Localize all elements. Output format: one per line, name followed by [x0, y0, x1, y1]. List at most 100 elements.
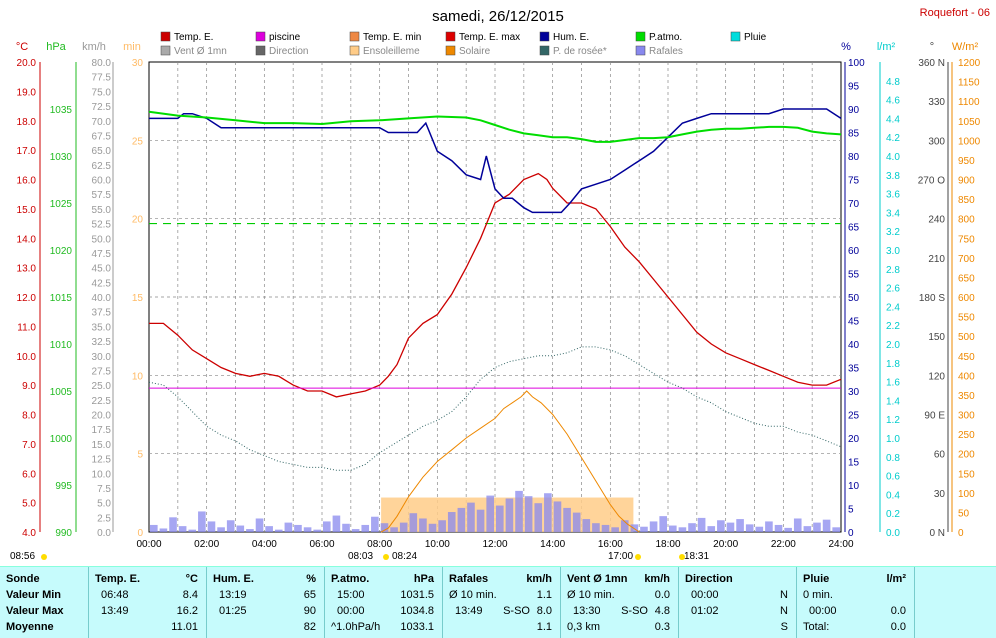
hpa-tick-label: 1015 — [50, 293, 73, 304]
legend-swatch-8 — [255, 45, 266, 56]
vent-max-time: 13:30 — [573, 605, 601, 617]
gust-bar — [563, 507, 571, 532]
rain-tick-label: 4.8 — [886, 77, 900, 88]
rain-tick-label: 4.4 — [886, 114, 900, 125]
stats-header-rafales: Rafales — [449, 573, 489, 585]
deg-tick-label: 240 — [928, 215, 945, 226]
kmh-tick-label: 10.0 — [92, 469, 112, 480]
raf-max-time: 13:49 — [455, 605, 483, 617]
annotation-time-1: 08:03 — [348, 551, 373, 562]
gust-bar — [265, 526, 273, 532]
legend-swatch-12 — [635, 45, 646, 56]
rain-tick-label: 1.2 — [886, 415, 900, 426]
gust-bar — [659, 516, 667, 532]
temp-tick-label: 16.0 — [17, 176, 37, 187]
gust-bar — [707, 526, 716, 532]
wm2-unit-label: W/m² — [952, 41, 979, 53]
x-tick-label: 10:00 — [425, 539, 450, 550]
gust-bar — [178, 526, 187, 532]
pct-tick-label: 45 — [848, 317, 860, 328]
pct-tick-label: 85 — [848, 129, 860, 140]
deg-unit-label: ° — [930, 41, 934, 53]
wm2-tick-label: 100 — [958, 489, 975, 500]
hpa-tick-label: 995 — [55, 481, 72, 492]
stats-unit-rafales: km/h — [526, 573, 552, 585]
temp-min-value: 8.4 — [182, 589, 198, 601]
deg-tick-label: 120 — [928, 371, 945, 382]
kmh-tick-label: 7.5 — [97, 484, 111, 495]
x-tick-label: 14:00 — [540, 539, 565, 550]
deg-tick-label: 180 S — [919, 293, 945, 304]
stats-header-sonde: Sonde — [6, 573, 40, 585]
rain-tick-label: 3.6 — [886, 190, 900, 201]
wm2-tick-label: 350 — [958, 391, 975, 402]
legend-label-10: Solaire — [459, 46, 491, 57]
min-tick-label: 0 — [137, 528, 143, 539]
deg-tick-label: 150 — [928, 332, 945, 343]
gust-bar — [582, 519, 591, 532]
gust-bar — [793, 518, 802, 532]
rain-tick-label: 2.8 — [886, 265, 900, 276]
temp-unit-label: °C — [16, 41, 28, 53]
gust-bar — [745, 524, 754, 532]
hum-min-value: 65 — [303, 589, 316, 601]
legend-swatch-6 — [730, 31, 741, 42]
wm2-tick-label: 400 — [958, 371, 975, 382]
gust-bar — [150, 524, 158, 532]
pluie-max-time: 00:00 — [809, 605, 837, 617]
x-tick-label: 18:00 — [655, 539, 680, 550]
deg-tick-label: 300 — [928, 136, 945, 147]
gust-bar — [380, 523, 389, 532]
legend-swatch-2 — [349, 31, 360, 42]
gust-bar — [544, 493, 552, 532]
gust-bar — [399, 522, 408, 532]
gust-bar — [351, 529, 360, 532]
x-tick-label: 12:00 — [482, 539, 507, 550]
kmh-tick-label: 15.0 — [92, 440, 112, 451]
deg-tick-label: 270 O — [918, 176, 945, 187]
wm2-tick-label: 600 — [958, 293, 975, 304]
kmh-tick-label: 40.0 — [92, 293, 112, 304]
kmh-tick-label: 17.5 — [92, 425, 112, 436]
kmh-tick-label: 52.5 — [92, 220, 112, 231]
legend-swatch-9 — [349, 45, 360, 56]
stats-col-empty — [914, 567, 996, 638]
pct-tick-label: 40 — [848, 340, 860, 351]
temp-tick-label: 6.0 — [22, 469, 36, 480]
chart-title: samedi, 26/12/2015 — [432, 8, 564, 25]
deg-tick-label: 90 E — [924, 411, 945, 422]
pct-tick-label: 15 — [848, 458, 860, 469]
patm-avg-value: 1033.1 — [400, 621, 434, 633]
min-tick-label: 5 — [137, 450, 143, 461]
hum-max-time: 01:25 — [219, 605, 247, 617]
rain-tick-label: 4.0 — [886, 152, 900, 163]
legend-swatch-7 — [160, 45, 171, 56]
pct-tick-label: 90 — [848, 105, 860, 116]
legend-label-1: piscine — [269, 32, 301, 43]
kmh-tick-label: 65.0 — [92, 146, 112, 157]
deg-tick-label: 30 — [934, 489, 946, 500]
kmh-tick-label: 75.0 — [92, 87, 112, 98]
legend-label-9: Ensoleilleme — [363, 46, 420, 57]
legend-label-8: Direction — [269, 46, 308, 57]
sun-marker-icon — [383, 554, 389, 560]
gust-bar — [774, 524, 783, 532]
kmh-tick-label: 0.0 — [97, 528, 111, 539]
min-tick-label: 20 — [132, 215, 144, 226]
wm2-tick-label: 300 — [958, 411, 975, 422]
gust-bar — [813, 522, 821, 532]
temp-tick-label: 18.0 — [17, 117, 37, 128]
stats-unit-patm: hPa — [413, 573, 434, 585]
kmh-tick-label: 12.5 — [92, 455, 112, 466]
pct-tick-label: 75 — [848, 176, 860, 187]
rain-tick-label: 2.2 — [886, 321, 900, 332]
stats-unit-hum: % — [306, 573, 316, 585]
gust-bar — [313, 529, 321, 532]
gust-bar — [515, 490, 523, 532]
legend-swatch-3 — [445, 31, 456, 42]
rain-tick-label: 0.8 — [886, 453, 900, 464]
x-tick-label: 08:00 — [367, 539, 392, 550]
temp-tick-label: 14.0 — [17, 234, 37, 245]
vent-min-value: 0.0 — [654, 589, 670, 601]
legend-label-6: Pluie — [744, 32, 767, 43]
